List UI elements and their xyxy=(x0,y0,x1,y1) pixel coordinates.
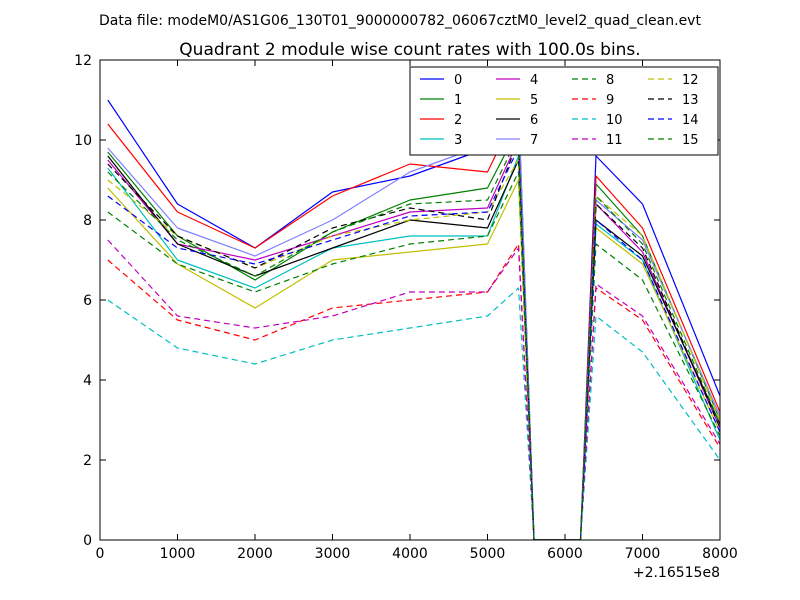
series-line-15 xyxy=(107,135,720,540)
y-tick-label: 0 xyxy=(83,533,92,549)
legend-label-4: 4 xyxy=(530,73,538,88)
series-line-4 xyxy=(107,139,720,540)
x-tick-label: 8000 xyxy=(702,546,738,562)
series-line-12 xyxy=(107,159,720,540)
x-tick-label: 1000 xyxy=(160,546,196,562)
x-tick-label: 0 xyxy=(96,546,105,562)
legend-label-1: 1 xyxy=(454,93,462,108)
x-tick-label: 3000 xyxy=(315,546,351,562)
y-tick-label: 6 xyxy=(83,293,92,309)
y-tick-label: 12 xyxy=(74,53,92,69)
chart-title: Quadrant 2 module wise count rates with … xyxy=(179,40,640,60)
series-line-6 xyxy=(107,155,720,540)
series-line-1 xyxy=(107,127,720,540)
x-tick-label: 2000 xyxy=(237,546,273,562)
series-line-14 xyxy=(107,147,720,540)
x-tick-label: 5000 xyxy=(470,546,506,562)
legend-label-5: 5 xyxy=(530,93,538,108)
x-tick-label: 4000 xyxy=(392,546,428,562)
series-line-2 xyxy=(107,107,720,540)
legend-box xyxy=(409,66,719,156)
plot-lines xyxy=(107,99,720,540)
legend-label-3: 3 xyxy=(454,133,462,148)
series-line-5 xyxy=(107,179,720,540)
x-tick-label: 6000 xyxy=(547,546,583,562)
series-line-3 xyxy=(107,155,720,540)
legend-label-0: 0 xyxy=(454,73,462,88)
y-tick-label: 10 xyxy=(74,133,92,149)
series-line-9 xyxy=(107,243,720,540)
y-tick-label: 4 xyxy=(83,373,92,389)
x-tick-label: 7000 xyxy=(625,546,661,562)
x-offset-text: +2.16515e8 xyxy=(633,565,720,581)
legend-label-15: 15 xyxy=(682,133,699,148)
legend-label-14: 14 xyxy=(682,113,699,128)
series-line-10 xyxy=(107,287,720,540)
figure-suptitle: Data file: modeM0/AS1G06_130T01_90000007… xyxy=(99,13,701,29)
y-tick-label: 8 xyxy=(83,213,92,229)
legend-label-11: 11 xyxy=(606,133,623,148)
legend-label-7: 7 xyxy=(530,133,538,148)
legend-label-9: 9 xyxy=(606,93,614,108)
legend-label-10: 10 xyxy=(606,113,623,128)
legend-label-12: 12 xyxy=(682,73,699,88)
y-tick-label: 2 xyxy=(83,453,92,469)
legend-label-2: 2 xyxy=(454,113,462,128)
axes: 0 1000 2000 3000 4000 5000 6000 7000 80000246810… xyxy=(74,53,738,562)
legend-label-6: 6 xyxy=(530,113,538,128)
legend-label-13: 13 xyxy=(682,93,699,108)
series-line-8 xyxy=(107,171,720,540)
legend-label-8: 8 xyxy=(606,73,614,88)
series-line-11 xyxy=(107,239,720,540)
